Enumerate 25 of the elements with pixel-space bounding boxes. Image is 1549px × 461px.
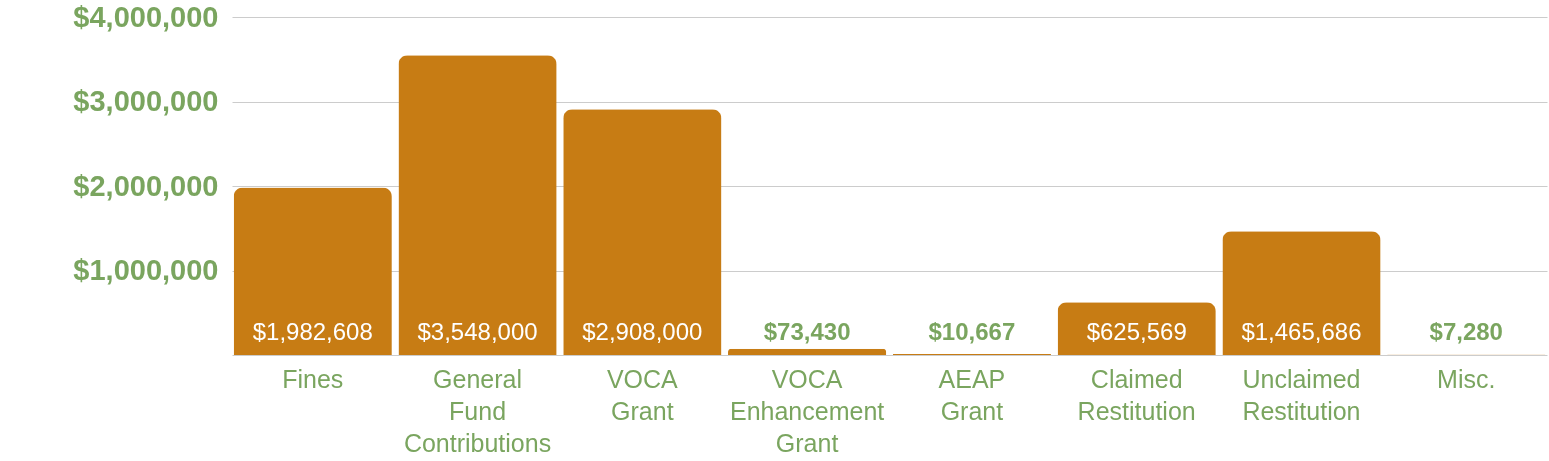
bar bbox=[233, 187, 392, 355]
data-label: $2,908,000 bbox=[582, 318, 703, 345]
data-label: $625,569 bbox=[1086, 318, 1187, 345]
data-label: $1,982,608 bbox=[252, 318, 373, 345]
y-tick-label: $4,000,000 bbox=[73, 0, 219, 33]
x-tick-label: Unclaimed Restitution bbox=[1242, 364, 1361, 425]
data-label: $7,280 bbox=[1429, 318, 1503, 345]
bar bbox=[398, 55, 557, 355]
bar bbox=[728, 348, 887, 355]
data-label: $10,667 bbox=[928, 318, 1016, 345]
y-tick-label: $1,000,000 bbox=[73, 254, 219, 286]
data-label: $73,430 bbox=[763, 318, 851, 345]
data-label: $1,465,686 bbox=[1241, 318, 1362, 345]
data-label: $3,548,000 bbox=[417, 318, 538, 345]
x-tick-label: General Fund Contributions bbox=[403, 364, 552, 457]
x-tick-label: VOCA Grant bbox=[606, 364, 679, 425]
x-tick-label: VOCA Enhancement Grant bbox=[729, 364, 885, 457]
x-tick-label: Claimed Restitution bbox=[1077, 364, 1196, 425]
bar bbox=[1222, 231, 1381, 355]
y-tick-label: $3,000,000 bbox=[73, 85, 219, 117]
x-tick-label: AEAP Grant bbox=[938, 364, 1006, 425]
x-tick-label: Misc. bbox=[1437, 364, 1496, 393]
x-tick-label: Fines bbox=[282, 364, 344, 393]
y-tick-label: $2,000,000 bbox=[73, 169, 219, 202]
bar bbox=[563, 109, 722, 355]
